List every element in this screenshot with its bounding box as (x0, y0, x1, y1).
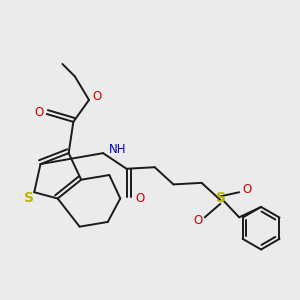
Text: S: S (24, 191, 34, 206)
Text: O: O (34, 106, 44, 119)
Text: S: S (216, 191, 226, 206)
Text: O: O (193, 214, 203, 227)
Text: O: O (92, 90, 101, 103)
Text: O: O (135, 192, 145, 205)
Text: O: O (242, 183, 252, 196)
Text: NH: NH (109, 143, 127, 156)
